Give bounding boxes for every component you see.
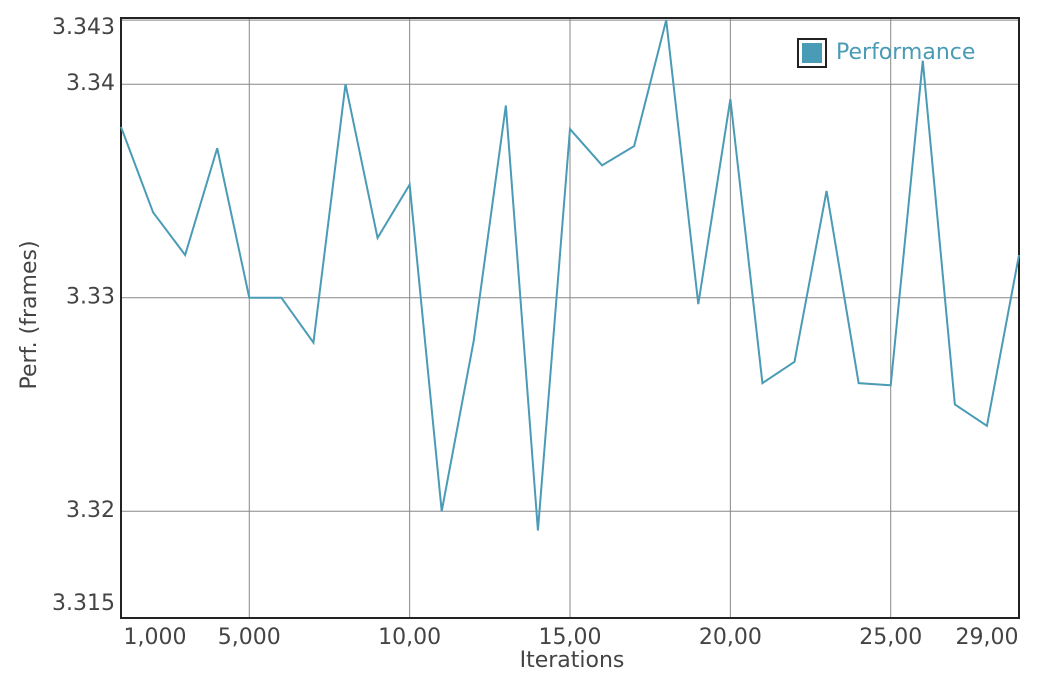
legend-label: Performance bbox=[836, 40, 975, 65]
x-tick-label: 10,00 bbox=[378, 625, 441, 650]
x-tick-label: 15,00 bbox=[539, 625, 602, 650]
y-tick-label: 3.32 bbox=[66, 498, 115, 523]
line bbox=[120, 19, 1020, 531]
x-tick-label: 29,00 bbox=[956, 625, 1019, 650]
y-tick-label: 3.33 bbox=[66, 285, 115, 310]
x-tick-label: 5,000 bbox=[218, 625, 281, 650]
x-tick-label: 20,00 bbox=[699, 625, 762, 650]
x-axis-label: Iterations bbox=[520, 648, 625, 673]
y-tick-label: 3.34 bbox=[66, 71, 115, 96]
x-tick-label: 25,00 bbox=[859, 625, 922, 650]
y-axis-label: Perf. (frames) bbox=[17, 240, 42, 389]
y-tick-label: 3.343 bbox=[52, 15, 115, 40]
plot-frame bbox=[120, 17, 1020, 619]
legend-swatch bbox=[802, 43, 822, 63]
y-tick-label: 3.315 bbox=[52, 591, 115, 616]
x-tick-label: 1,000 bbox=[124, 625, 187, 650]
